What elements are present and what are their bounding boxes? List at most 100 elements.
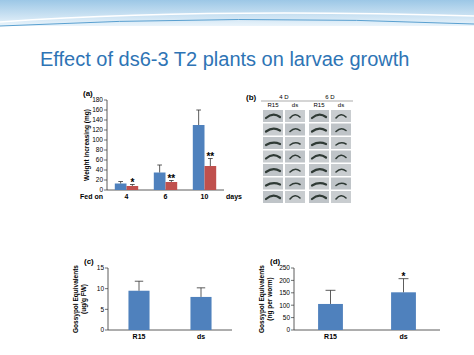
y-tick-label: 80: [96, 146, 104, 153]
y-label: Gossypol Equivalents: [258, 265, 266, 333]
y-axis: [294, 268, 295, 330]
line-header: R15: [313, 102, 325, 108]
larva-photo: [285, 178, 305, 190]
bar: [115, 184, 127, 191]
error-bar: [197, 288, 205, 297]
significance: *: [402, 271, 406, 282]
y-tick: [291, 268, 294, 269]
larva: [312, 183, 326, 185]
larva-photo: [285, 191, 305, 203]
y-tick-label: 5: [100, 306, 104, 313]
larva: [336, 183, 346, 185]
y-axis: [107, 100, 108, 190]
larva-photo: [309, 124, 329, 136]
larva-photo: [309, 178, 329, 190]
larva-photo: [285, 151, 305, 163]
y-tick: [104, 120, 107, 121]
y-tick-label: 60: [96, 156, 104, 163]
y-label: Weight increasing (mg): [83, 109, 91, 181]
larva-photo: [309, 137, 329, 149]
larva-photo: [263, 191, 283, 203]
y-tick: [291, 280, 294, 281]
day-header: 4 D: [279, 94, 289, 100]
larva-photo: [263, 151, 283, 163]
larva: [312, 143, 326, 145]
error-bar: [326, 290, 336, 304]
y-tick-label: 10: [97, 285, 105, 292]
chart: (c)Gossypol Equivalents(ug/g FW)051015R1…: [72, 257, 232, 340]
y-tick-label: 150: [279, 289, 290, 296]
larva-photo: [263, 137, 283, 149]
error-bar: [157, 165, 162, 173]
larva: [312, 115, 326, 118]
y-label: Gossypol Equivalents: [72, 265, 80, 333]
y-tick: [104, 110, 107, 111]
x-tick-label: R15: [133, 333, 146, 340]
error-bar: [135, 281, 143, 291]
x-axis: [108, 330, 232, 331]
larva: [266, 143, 280, 145]
larva: [312, 155, 326, 158]
y-tick: [291, 317, 294, 318]
line-header: ds: [338, 102, 344, 108]
larva-photo: [309, 110, 329, 122]
larva: [266, 169, 280, 172]
larva-photo: [285, 164, 305, 176]
y-tick: [104, 160, 107, 161]
larva: [290, 115, 300, 118]
y-tick-label: 200: [279, 277, 290, 284]
chart: (d)Gossypol Equivalents(ng per worm)0501…: [258, 257, 440, 340]
larva-photo: [285, 110, 305, 122]
larva: [336, 196, 346, 199]
y-tick-label: 0: [100, 326, 104, 333]
y-tick: [105, 268, 108, 269]
x-tick-label: ds: [399, 333, 407, 340]
x-tick-label: R15: [324, 333, 337, 340]
y-axis: [108, 268, 109, 330]
band-line: [0, 19, 474, 26]
y-tick-label: 100: [279, 302, 290, 309]
larva: [266, 183, 280, 185]
bar: [193, 125, 205, 190]
larva: [290, 196, 300, 199]
y-tick: [104, 180, 107, 181]
larva-photo: [263, 110, 283, 122]
y-tick: [104, 100, 107, 101]
larva-photo: [331, 178, 351, 190]
y-tick-label: 15: [97, 264, 105, 271]
x-axis: [294, 330, 440, 331]
y-tick: [291, 330, 294, 331]
larva-photo: [309, 191, 329, 203]
panel-b: (b)4 D6 DR15dsR15ds: [246, 93, 353, 203]
x-label: Fed on: [80, 193, 103, 200]
slide: Effect of ds6-3 T2 plants on larvae grow…: [0, 0, 474, 355]
bar: [154, 173, 166, 191]
y-tick: [104, 170, 107, 171]
panel-label: (c): [84, 257, 94, 266]
larva-photo: [331, 110, 351, 122]
larva-photo: [263, 124, 283, 136]
y-tick-label: 250: [279, 264, 290, 271]
larva: [290, 143, 300, 145]
larva: [336, 169, 346, 172]
larva-photo: [285, 137, 305, 149]
y-tick: [291, 305, 294, 306]
y-tick: [104, 130, 107, 131]
significance: **: [206, 151, 214, 162]
x-tick-label: 6: [164, 193, 168, 200]
larva: [312, 169, 326, 172]
bar: [190, 297, 211, 330]
y-tick: [104, 150, 107, 151]
larva: [336, 143, 346, 145]
larva-photo: [285, 124, 305, 136]
larva: [266, 155, 280, 158]
larva: [336, 155, 346, 158]
line-header: R15: [267, 102, 279, 108]
marks: [128, 281, 211, 330]
bar: [128, 291, 149, 330]
y-tick-label: 20: [96, 176, 104, 183]
larva-photo: [309, 151, 329, 163]
x-tick-label: ds: [197, 333, 205, 340]
y-tick-label: 100: [92, 136, 103, 143]
top-band: [0, 0, 474, 26]
